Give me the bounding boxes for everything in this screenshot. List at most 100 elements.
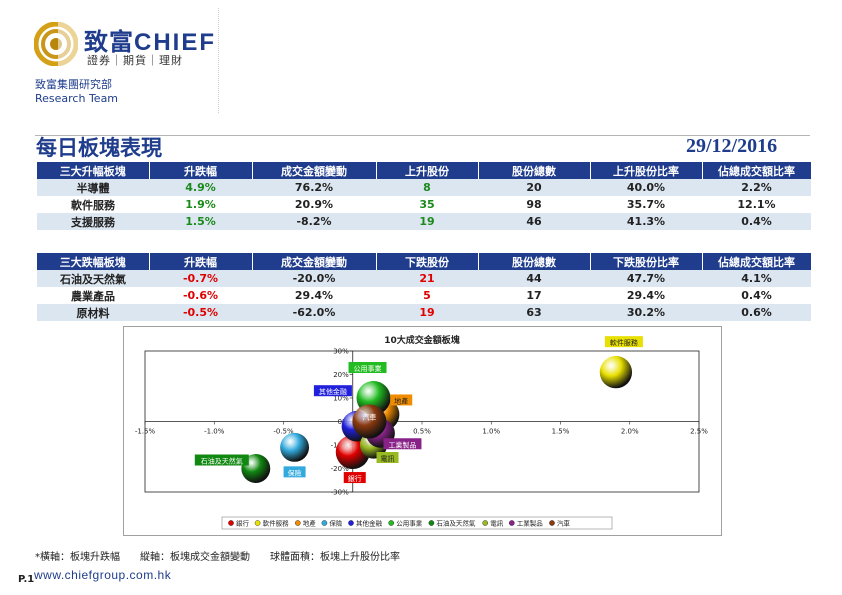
x-tick-label: 1.5%	[552, 428, 570, 436]
chart-legend: 銀行 軟件服務 地產 保險 其他金融 公用事業 石油及天然氣 電訊 工業製品 汽車	[228, 519, 571, 528]
report-date: 29/12/2016	[686, 135, 778, 157]
header-cell: 成交金額變動	[252, 162, 377, 179]
table-row: 原材料 -0.5% -62.0% 19 63 30.2% 0.6%	[37, 304, 811, 321]
turnover-change-cell: 20.9%	[252, 196, 376, 213]
total-count-cell: 46	[478, 213, 590, 230]
y-tick-label: -20%	[331, 465, 349, 473]
total-count-cell: 17	[478, 287, 590, 304]
header-cell: 下跌股份	[376, 253, 479, 270]
turnover-change-cell: -8.2%	[252, 213, 376, 230]
turnover-change-cell: 29.4%	[252, 287, 376, 304]
legend-label: 工業製品	[517, 519, 543, 528]
change-cell: -0.6%	[149, 287, 252, 304]
header-cell: 升跌幅	[149, 253, 253, 270]
header-cell: 成交金額變動	[252, 253, 377, 270]
bubble-label: 石油及天然氣	[201, 457, 243, 466]
legend-label: 保險	[329, 519, 343, 528]
rising-ratio-cell: 40.0%	[590, 179, 702, 196]
sector-name: 支援服務	[37, 213, 149, 230]
header-cell: 股份總數	[478, 253, 591, 270]
x-tick-label: 0.5%	[413, 428, 431, 436]
total-count-cell: 44	[478, 270, 590, 287]
turnover-share-cell: 0.4%	[702, 213, 811, 230]
bubble-label-bg	[604, 336, 643, 348]
sector-name: 石油及天然氣	[37, 270, 149, 287]
bubble-label-bg	[194, 454, 249, 466]
legend-label: 汽車	[557, 519, 571, 528]
legend-label: 軟件服務	[263, 519, 290, 528]
brand-cn-text: 致富	[84, 28, 134, 56]
legend-marker	[228, 520, 234, 526]
falling-ratio-cell: 29.4%	[590, 287, 702, 304]
bubble-label-bg	[348, 362, 387, 373]
brand-subtitle: 證券｜期貨｜理財	[87, 54, 183, 67]
rising-count-cell: 8	[376, 179, 478, 196]
change-cell: 1.9%	[149, 196, 252, 213]
sector-name: 軟件服務	[37, 196, 149, 213]
header-cell: 股份總數	[478, 162, 591, 179]
legend-box	[221, 516, 613, 530]
legend-label: 石油及天然氣	[436, 519, 476, 528]
legend-marker	[348, 520, 354, 526]
website-link[interactable]: www.chiefgroup.com.hk	[34, 568, 172, 582]
legend-label: 銀行	[236, 519, 250, 528]
page-number: P.1	[18, 574, 35, 585]
table-row: 石油及天然氣 -0.7% -20.0% 21 44 47.7% 4.1%	[37, 270, 811, 287]
x-tick-label: 2.5%	[690, 428, 708, 436]
header-cell: 三大升幅板塊	[37, 162, 150, 179]
legend-marker	[482, 520, 489, 526]
header-cell: 三大跌幅板塊	[37, 253, 150, 270]
rising-count-cell: 35	[376, 196, 478, 213]
sector-name: 原材料	[37, 304, 149, 321]
change-cell: 1.5%	[149, 213, 252, 230]
department-label: 致富集團研究部 Research Team	[35, 78, 118, 106]
legend-label: 電訊	[490, 519, 504, 528]
turnover-share-cell: 0.6%	[702, 304, 811, 321]
x-tick-label: -0.5%	[273, 428, 294, 436]
bubble-label-bg	[390, 394, 413, 406]
x-tick-label: -1.0%	[204, 428, 225, 436]
bubble-軟件服務	[599, 356, 633, 389]
rising-ratio-cell: 41.3%	[590, 213, 702, 230]
y-tick-label: 20%	[333, 371, 349, 379]
bubble-label-bg	[376, 452, 399, 463]
rising-count-cell: 19	[376, 213, 478, 230]
header-cell: 升跌幅	[149, 162, 253, 179]
legend-marker	[508, 520, 515, 526]
legend-marker	[254, 520, 261, 526]
brand-en-text: CHIEF	[134, 29, 216, 56]
bubble-label: 地產	[394, 396, 408, 405]
header-cell: 上升股份	[376, 162, 479, 179]
legend-marker	[321, 520, 328, 526]
turnover-change-cell: -20.0%	[252, 270, 376, 287]
header-cell: 下跌股份比率	[590, 253, 703, 270]
rising-ratio-cell: 35.7%	[590, 196, 702, 213]
legend-marker	[294, 520, 301, 526]
sector-name: 農業產品	[37, 287, 149, 304]
falling-count-cell: 21	[376, 270, 478, 287]
bubble-label-bg	[343, 472, 366, 484]
legend-label: 公用事業	[396, 519, 423, 528]
company-logo: 致富CHIEF 證券｜期貨｜理財	[34, 20, 234, 70]
legend-marker	[428, 520, 435, 526]
falling-count-cell: 5	[376, 287, 478, 304]
title-divider	[35, 135, 810, 136]
bubble-label-bg	[383, 438, 422, 450]
turnover-share-cell: 12.1%	[702, 196, 811, 213]
table-row: 農業產品 -0.6% 29.4% 5 17 29.4% 0.4%	[37, 287, 811, 304]
page-title: 每日板塊表現	[36, 135, 162, 160]
header-cell: 佔總成交額比率	[702, 253, 812, 270]
table-header-row: 三大升幅板塊 升跌幅 成交金額變動 上升股份 股份總數 上升股份比率 佔總成交額…	[37, 162, 812, 179]
falling-ratio-cell: 30.2%	[590, 304, 702, 321]
chart-bubbles	[241, 356, 633, 483]
department-cn: 致富集團研究部	[35, 78, 112, 91]
table-row: 半導體 4.9% 76.2% 8 20 40.0% 2.2%	[37, 179, 811, 196]
total-count-cell: 63	[478, 304, 590, 321]
legend-marker	[388, 520, 395, 526]
table-row: 支援服務 1.5% -8.2% 19 46 41.3% 0.4%	[37, 213, 811, 230]
table-header-row: 三大跌幅板塊 升跌幅 成交金額變動 下跌股份 股份總數 下跌股份比率 佔總成交額…	[37, 253, 812, 270]
bubble-汽車	[352, 404, 387, 439]
total-count-cell: 20	[478, 179, 590, 196]
legend-label: 地產	[303, 519, 317, 528]
